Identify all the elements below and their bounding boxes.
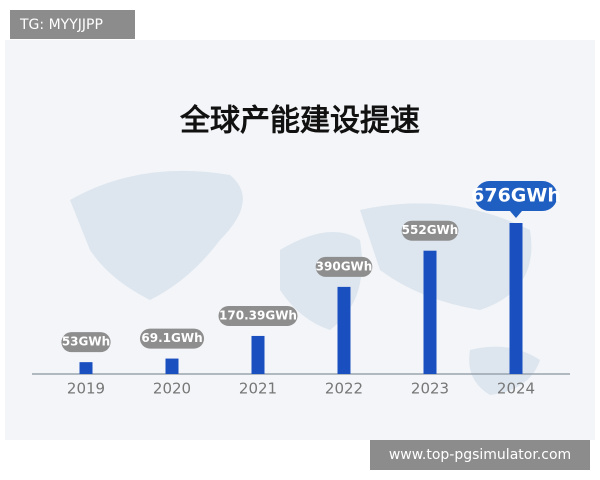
map-americas — [70, 170, 243, 300]
bar — [337, 286, 351, 374]
x-tick-label: 2023 — [411, 380, 449, 398]
value-label-box — [315, 256, 373, 277]
bar — [251, 335, 265, 374]
bar — [423, 250, 437, 374]
value-label-pointer — [510, 211, 522, 218]
value-label-box — [218, 305, 298, 326]
bar — [79, 362, 93, 374]
value-label: 170.39GWh — [219, 308, 297, 322]
bar — [509, 223, 523, 374]
x-tick-label: 2020 — [153, 380, 191, 398]
value-label: 390GWh — [316, 259, 373, 273]
value-label: 53GWh — [62, 335, 110, 349]
x-tick-label: 2022 — [325, 380, 363, 398]
value-label: 552GWh — [402, 223, 459, 237]
watermark-box — [370, 440, 590, 470]
watermark-box — [10, 10, 135, 39]
value-label-box — [61, 332, 111, 353]
x-tick-label: 2024 — [497, 380, 535, 398]
value-label-box — [474, 181, 558, 211]
watermark: TG: MYYJJPP — [19, 17, 103, 33]
x-tick-label: 2021 — [239, 380, 277, 398]
value-label: 676GWh — [471, 185, 561, 207]
value-label-box — [401, 220, 459, 241]
watermark: www.top-pgsimulator.com — [389, 447, 571, 463]
bar — [165, 358, 179, 374]
x-tick-label: 2019 — [67, 380, 105, 398]
value-label: 69.1GWh — [141, 331, 202, 345]
chart-title: 全球产能建设提速 — [179, 104, 420, 139]
value-label-box — [139, 328, 205, 349]
